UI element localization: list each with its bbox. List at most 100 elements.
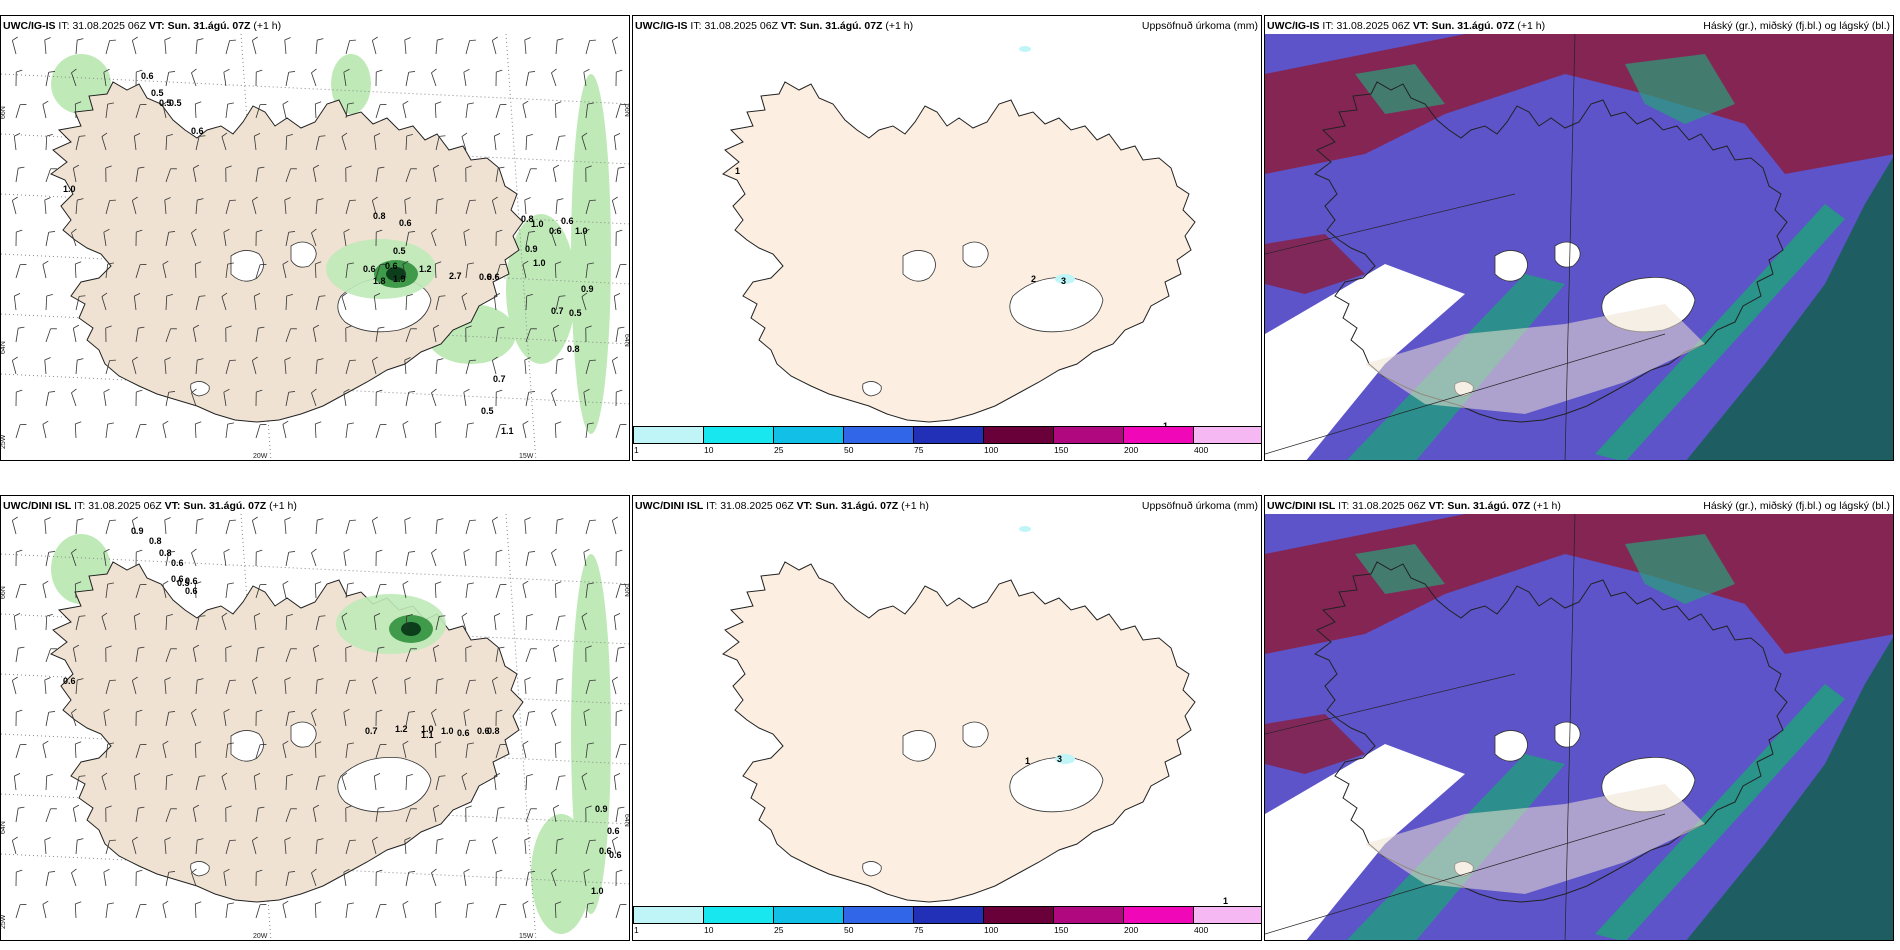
iceland-landmass: [722, 561, 1196, 903]
contour-label: 1.0: [441, 726, 454, 736]
wind-barb: [42, 100, 49, 119]
wind-barb: [15, 869, 23, 887]
wind-barb: [105, 165, 112, 183]
wind-barb: [42, 900, 49, 919]
wind-barb: [583, 68, 590, 87]
wind-barb: [525, 391, 535, 407]
wind-barb: [404, 837, 411, 855]
contour-label: 0.6: [385, 261, 398, 271]
wind-barb: [164, 37, 171, 55]
wind-barb: [251, 836, 258, 855]
wind-barb: [45, 871, 55, 887]
wind-barb: [255, 869, 263, 887]
wind-barb: [583, 548, 590, 567]
wind-barb: [465, 679, 476, 695]
wind-panel-top: UWC/IG-IS IT: 31.08.2025 06Z VT: Sun. 31…: [0, 15, 630, 461]
wind-barb: [282, 420, 289, 439]
low-cloud-layer: [1625, 54, 1735, 124]
wind-barb: [162, 740, 169, 759]
wind-barb: [463, 388, 470, 407]
wind-barb: [525, 871, 535, 887]
wind-barb: [195, 38, 204, 55]
colorbar-swatch: [703, 426, 774, 444]
contour-label: 0.5: [481, 406, 494, 416]
glacier-area: [1554, 721, 1581, 748]
contour-label: 2: [1031, 274, 1036, 284]
wind-barb: [555, 678, 564, 695]
precip-swath: [531, 814, 591, 934]
contour-label: 0.8: [521, 214, 534, 224]
wind-barb: [131, 196, 138, 215]
wind-barb: [461, 292, 468, 311]
wind-barb: [491, 676, 498, 695]
wind-barb: [135, 166, 145, 183]
wind-barb: [225, 39, 236, 55]
wind-barb: [585, 519, 596, 535]
wind-barb: [373, 293, 381, 311]
contour-label: 0.6: [399, 218, 412, 228]
glacier-area: [290, 241, 317, 268]
wind-barb: [251, 516, 258, 535]
wind-barb: [284, 677, 291, 695]
wind-barb: [375, 389, 383, 407]
wind-barb: [165, 391, 175, 407]
lat-label: 66N: [1, 586, 7, 599]
wind-barb: [405, 231, 415, 247]
wind-barb: [15, 264, 27, 279]
wind-barb: [133, 613, 141, 631]
wind-barb: [345, 325, 352, 343]
wind-barb: [345, 582, 354, 599]
wind-barb: [165, 328, 177, 343]
wind-barb: [495, 104, 507, 119]
wind-barb: [285, 773, 293, 791]
wind-barb: [11, 196, 18, 215]
wind-barb: [434, 101, 442, 119]
wind-barb: [585, 645, 592, 663]
wind-barb: [255, 69, 263, 87]
wind-barb: [315, 678, 324, 695]
wind-barb: [493, 133, 501, 151]
wind-barb: [495, 904, 507, 919]
wind-barb: [375, 904, 387, 919]
lon-label: 25W: [1, 914, 7, 929]
wind-barb: [221, 772, 228, 791]
wind-barb: [194, 581, 202, 599]
wind-barb: [105, 679, 116, 695]
colorbar-swatch: [773, 426, 844, 444]
wind-barb: [165, 551, 175, 567]
wind-barb: [345, 742, 354, 759]
wind-barb: [253, 613, 261, 631]
wind-barb: [615, 869, 623, 887]
contour-label: 1.2: [395, 724, 408, 734]
wind-barb: [465, 519, 476, 535]
glacier-area: [190, 381, 210, 397]
wind-barb: [315, 295, 326, 311]
wind-barb: [463, 868, 470, 887]
wind-barb: [525, 648, 537, 663]
wind-barb: [491, 36, 498, 55]
wind-barb: [195, 358, 204, 375]
colorbar-swatch: [1123, 426, 1194, 444]
wind-barb: [165, 773, 173, 791]
wind-barb: [105, 199, 116, 215]
wind-barb: [435, 678, 444, 695]
wind-barb: [71, 708, 77, 727]
wind-barb: [434, 901, 442, 919]
contour-label: 0.9: [595, 804, 608, 814]
wind-barb: [611, 196, 618, 215]
contour-label: 1: [1223, 896, 1228, 906]
wind-barb: [314, 261, 322, 279]
cloud-title: Háský (gr.), miðský (fj.bl.) og lágský (…: [1703, 20, 1890, 32]
glacier-area: [902, 730, 936, 762]
precip-area: [1019, 526, 1031, 532]
contour-label: 0.6: [363, 264, 376, 274]
wind-barb: [465, 199, 476, 215]
wind-barb: [402, 260, 409, 279]
wind-barb: [613, 133, 621, 151]
wind-barb: [615, 549, 623, 567]
precip-core: [386, 267, 406, 281]
land-visible: [1365, 784, 1705, 894]
wind-barb: [105, 902, 114, 919]
wind-barb: [103, 548, 110, 567]
wind-barb: [253, 773, 261, 791]
